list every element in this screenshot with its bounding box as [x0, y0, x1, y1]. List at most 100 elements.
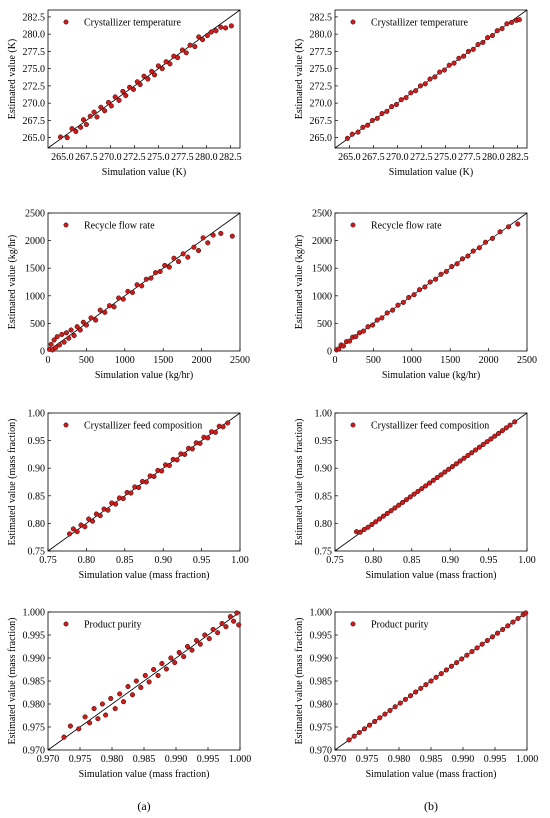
data-point	[408, 90, 414, 96]
x-axis-label: Simulation value (mass fraction)	[79, 570, 210, 581]
data-point	[200, 235, 206, 241]
legend-marker	[350, 19, 356, 25]
data-point	[208, 29, 214, 35]
data-point	[127, 84, 133, 90]
data-point	[515, 615, 521, 621]
data-point	[472, 447, 479, 453]
data-point	[197, 641, 203, 647]
data-point	[57, 134, 64, 140]
data-point	[360, 124, 366, 130]
data-point	[51, 337, 57, 343]
data-point	[212, 429, 218, 435]
y-tick-label: 0.990	[23, 654, 46, 665]
data-point	[488, 436, 494, 442]
data-point	[143, 479, 149, 485]
data-point	[215, 630, 221, 636]
y-tick-label: 0.975	[310, 723, 333, 734]
x-tick-label: 0.990	[165, 754, 188, 765]
data-point	[125, 288, 131, 294]
data-point	[470, 46, 476, 52]
data-point	[149, 68, 155, 74]
data-point	[434, 475, 440, 481]
data-point	[392, 505, 398, 511]
x-tick-label: 1.000	[516, 754, 539, 765]
data-point	[503, 425, 509, 431]
data-point	[67, 723, 73, 729]
data-point	[492, 433, 498, 439]
data-point	[70, 526, 76, 532]
x-axis-label: Simulation value (mass fraction)	[79, 769, 210, 780]
y-axis-label: Estimated value (mass fraction)	[7, 419, 18, 546]
y-tick-label: 280.0	[23, 30, 46, 41]
panel-label-b: (b)	[424, 799, 438, 813]
x-tick-label: 0.95	[193, 555, 211, 566]
y-tick-label: 500	[30, 319, 45, 330]
data-point	[396, 502, 402, 508]
data-point	[56, 342, 63, 348]
data-point	[228, 23, 234, 29]
y-tick-label: 1.000	[310, 608, 333, 619]
data-point	[461, 455, 467, 461]
data-point	[120, 88, 126, 94]
data-point	[76, 726, 82, 732]
y-tick-label: 0.995	[23, 631, 46, 642]
data-point	[415, 488, 421, 494]
data-point	[83, 121, 89, 128]
legend-label: Product purity	[84, 620, 142, 631]
data-point	[418, 685, 424, 691]
data-point	[129, 289, 136, 296]
y-axis-label: Estimated value (K)	[294, 39, 305, 120]
x-tick-label: 1000	[402, 355, 422, 366]
data-point	[406, 294, 412, 301]
plot-frame	[334, 9, 528, 149]
data-point	[117, 691, 123, 697]
y-axis-label: Estimated value (mass fraction)	[294, 618, 305, 745]
data-point	[143, 276, 149, 282]
y-tick-label: 0.90	[315, 464, 333, 475]
data-point	[496, 430, 502, 436]
data-point	[137, 81, 143, 88]
x-axis-label: Simulation value (mass fraction)	[366, 769, 497, 780]
data-point	[395, 302, 401, 308]
y-tick-label: 500	[317, 319, 332, 330]
data-point	[103, 712, 109, 718]
y-tick-label: 0.980	[310, 700, 333, 711]
x-tick-label: 282.5	[506, 152, 529, 163]
x-tick-label: 272.5	[410, 152, 433, 163]
y-tick-label: 0.985	[310, 677, 333, 688]
data-point	[139, 283, 145, 289]
y-tick-label: 0.80	[28, 519, 46, 530]
data-point	[113, 501, 119, 507]
x-tick-label: 0.995	[197, 754, 220, 765]
data-point	[99, 701, 105, 707]
data-point	[236, 622, 242, 628]
data-point	[98, 104, 104, 110]
data-point	[365, 324, 371, 330]
y-tick-label: 275.0	[310, 64, 333, 75]
data-point	[189, 446, 195, 452]
scatter-panel-4: 0.750.75 0.80 0.80 0.85 0.85 0.90 0.90 0.95 0.95…	[7, 409, 249, 582]
data-point	[82, 524, 88, 530]
x-tick-label: 0.985	[133, 754, 156, 765]
data-point	[223, 624, 229, 630]
y-tick-label: 0.975	[23, 723, 46, 734]
data-point	[377, 715, 383, 721]
y-tick-label: 282.5	[23, 12, 46, 23]
data-point	[469, 649, 475, 655]
y-tick-label: 1.00	[315, 409, 333, 420]
data-point	[489, 235, 495, 241]
data-point	[225, 420, 231, 426]
data-point	[125, 683, 131, 690]
x-tick-label: 0.975	[356, 754, 379, 765]
data-point	[223, 25, 229, 31]
x-tick-label: 275.0	[147, 152, 170, 163]
y-tick-label: 1500	[312, 264, 332, 275]
data-point	[191, 244, 197, 250]
data-point	[351, 733, 357, 739]
data-point	[369, 521, 375, 528]
data-point	[94, 114, 100, 120]
data-point	[495, 630, 501, 636]
y-tick-label: 2500	[312, 209, 332, 220]
data-point	[78, 124, 84, 130]
data-point	[176, 259, 182, 265]
